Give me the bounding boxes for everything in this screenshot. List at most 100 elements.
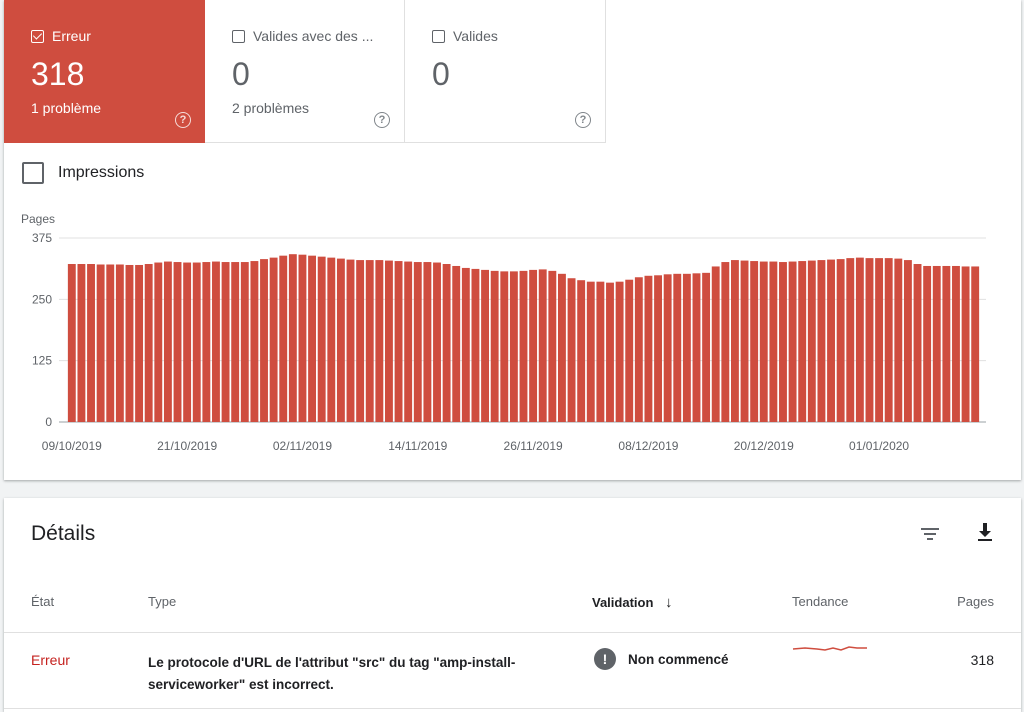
bar bbox=[692, 273, 701, 422]
filter-icon[interactable] bbox=[920, 524, 940, 544]
bar bbox=[394, 261, 403, 422]
x-tick-label: 14/11/2019 bbox=[388, 439, 447, 453]
y-tick-label: 125 bbox=[32, 354, 52, 368]
bar bbox=[606, 282, 614, 422]
bar bbox=[308, 255, 317, 422]
bar bbox=[317, 256, 326, 422]
bar bbox=[375, 260, 384, 422]
checkbox-icon[interactable] bbox=[232, 29, 245, 43]
bar bbox=[836, 259, 845, 422]
y-tick-label: 0 bbox=[45, 415, 52, 429]
bar bbox=[87, 264, 95, 422]
row-validation-label: Non commencé bbox=[628, 651, 729, 667]
bar bbox=[519, 270, 528, 422]
bar bbox=[971, 266, 980, 422]
bar bbox=[269, 257, 278, 422]
divider bbox=[4, 708, 1021, 709]
bar bbox=[750, 261, 759, 422]
exclamation-icon: ! bbox=[594, 648, 616, 670]
column-header-state[interactable]: État bbox=[31, 594, 55, 609]
bar bbox=[442, 264, 451, 422]
tile-erreur[interactable]: Erreur 318 1 problème ? bbox=[4, 0, 205, 143]
bar bbox=[875, 258, 884, 422]
checkbox-checked-icon[interactable] bbox=[31, 29, 44, 43]
bar bbox=[183, 262, 192, 422]
bar bbox=[827, 259, 835, 422]
tile-valid-with-warnings[interactable]: Valides avec des ... 0 2 problèmes ? bbox=[205, 0, 405, 143]
bar bbox=[625, 279, 634, 422]
bar bbox=[682, 273, 691, 422]
bar bbox=[461, 267, 470, 422]
divider bbox=[4, 632, 1021, 633]
bar bbox=[903, 260, 912, 422]
bar bbox=[577, 280, 586, 422]
tile-count: 0 bbox=[432, 56, 450, 92]
bar bbox=[221, 262, 230, 422]
bar bbox=[548, 270, 557, 422]
bar bbox=[433, 262, 441, 422]
bar bbox=[279, 255, 288, 422]
bar bbox=[212, 261, 220, 422]
bar bbox=[798, 261, 807, 422]
bar bbox=[452, 265, 461, 422]
bar bbox=[144, 264, 153, 422]
bar bbox=[356, 260, 365, 422]
column-header-trend[interactable]: Tendance bbox=[792, 594, 849, 609]
bar bbox=[673, 273, 682, 422]
x-tick-label: 26/11/2019 bbox=[504, 439, 563, 453]
bar bbox=[538, 269, 547, 422]
bar bbox=[558, 273, 566, 422]
tile-label: Valides bbox=[453, 28, 498, 44]
checkbox-icon[interactable] bbox=[22, 162, 44, 184]
details-card: Détails État Type Validation ↓ Tendance … bbox=[4, 498, 1021, 712]
bar bbox=[923, 265, 932, 422]
bar bbox=[106, 264, 115, 422]
bar bbox=[702, 272, 711, 422]
tile-count: 318 bbox=[31, 56, 85, 92]
bar bbox=[173, 262, 182, 422]
column-header-validation[interactable]: Validation ↓ bbox=[592, 594, 673, 611]
bar bbox=[240, 262, 249, 422]
bar bbox=[865, 258, 874, 422]
download-icon[interactable] bbox=[975, 520, 995, 544]
bar bbox=[884, 258, 893, 422]
bar bbox=[529, 269, 538, 422]
bar bbox=[404, 261, 413, 422]
tile-count: 0 bbox=[232, 56, 250, 92]
row-pages[interactable]: 318 bbox=[970, 652, 994, 668]
column-header-type[interactable]: Type bbox=[148, 594, 177, 609]
bar bbox=[942, 265, 951, 422]
bar bbox=[952, 265, 960, 422]
y-axis-label: Pages bbox=[21, 212, 55, 226]
bar bbox=[730, 260, 739, 422]
bar bbox=[740, 260, 749, 422]
bar bbox=[231, 262, 240, 422]
checkbox-icon[interactable] bbox=[432, 29, 445, 43]
bar bbox=[769, 261, 778, 422]
tile-issues: 2 problèmes bbox=[232, 100, 310, 116]
bar bbox=[644, 275, 653, 422]
impressions-label: Impressions bbox=[58, 164, 145, 181]
bar bbox=[202, 262, 211, 422]
row-type[interactable]: Le protocole d'URL de l'attribut "src" d… bbox=[148, 655, 516, 692]
help-icon[interactable]: ? bbox=[575, 112, 591, 128]
y-tick-label: 375 bbox=[32, 231, 52, 245]
row-state[interactable]: Erreur bbox=[31, 652, 70, 668]
row-validation[interactable]: ! Non commencé bbox=[594, 648, 729, 670]
help-icon[interactable]: ? bbox=[175, 112, 191, 128]
x-tick-label: 09/10/2019 bbox=[42, 439, 102, 453]
bar bbox=[807, 260, 816, 422]
bar bbox=[634, 277, 643, 422]
bar bbox=[135, 264, 144, 422]
bar bbox=[481, 269, 489, 422]
help-icon[interactable]: ? bbox=[374, 112, 390, 128]
bar bbox=[327, 257, 336, 422]
details-title: Détails bbox=[31, 522, 96, 545]
column-header-pages[interactable]: Pages bbox=[957, 594, 994, 609]
impressions-toggle[interactable]: Impressions bbox=[22, 162, 144, 184]
tile-valid[interactable]: Valides 0 ? bbox=[405, 0, 606, 143]
x-tick-label: 21/10/2019 bbox=[157, 439, 217, 453]
bar bbox=[346, 259, 355, 422]
bar bbox=[77, 264, 86, 422]
x-tick-label: 01/01/2020 bbox=[849, 439, 909, 453]
